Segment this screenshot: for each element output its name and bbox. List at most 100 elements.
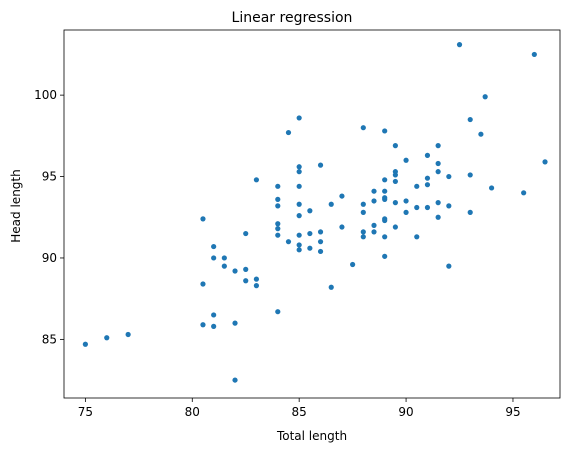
data-point (371, 229, 377, 235)
data-point (382, 217, 388, 224)
data-point (371, 198, 377, 204)
data-point (328, 284, 334, 290)
data-point (296, 213, 302, 219)
data-point (275, 221, 281, 227)
plot-area (63, 29, 561, 399)
data-point (307, 230, 313, 237)
data-point (424, 204, 431, 211)
x-tick-label: 80 (185, 405, 200, 419)
data-point (275, 232, 281, 238)
data-point (382, 177, 388, 183)
data-point (275, 183, 281, 189)
data-point (339, 224, 345, 230)
data-point (360, 125, 366, 131)
data-point (414, 183, 420, 189)
data-point (360, 209, 366, 215)
data-point (296, 183, 302, 189)
data-point (542, 159, 548, 165)
data-point (307, 208, 313, 214)
data-point (371, 188, 377, 194)
data-point (435, 214, 441, 220)
data-point (392, 172, 398, 178)
data-point (296, 232, 302, 238)
data-point (382, 253, 388, 259)
x-tick-label: 85 (292, 405, 307, 419)
data-point (521, 190, 527, 196)
data-point (200, 322, 206, 328)
data-point (371, 222, 377, 228)
data-point (339, 193, 345, 199)
data-point (467, 116, 473, 123)
data-point (435, 160, 441, 167)
chart-title: Linear regression (232, 10, 353, 26)
y-tick-label: 95 (42, 170, 57, 184)
data-point (211, 243, 217, 250)
x-tick-label: 95 (505, 405, 520, 419)
data-point (488, 185, 495, 191)
data-point (360, 234, 366, 240)
data-point (382, 188, 388, 194)
data-point (307, 245, 313, 251)
data-point (275, 196, 281, 202)
data-point (296, 247, 302, 253)
data-point (350, 261, 356, 268)
data-point (296, 164, 302, 170)
data-point (467, 172, 473, 178)
data-point (317, 162, 324, 168)
data-point (253, 276, 260, 282)
data-point (414, 234, 420, 240)
data-point (104, 335, 110, 341)
data-point (296, 242, 302, 248)
data-point (317, 239, 324, 245)
data-point (232, 377, 238, 383)
data-point (275, 203, 281, 209)
data-point (414, 204, 420, 211)
data-point (403, 209, 409, 215)
data-point (424, 152, 431, 158)
data-point (253, 177, 260, 183)
data-point (125, 331, 131, 338)
data-point (296, 169, 302, 175)
data-point (200, 281, 206, 287)
data-point (275, 309, 281, 315)
data-point (382, 128, 388, 134)
data-point (253, 283, 260, 289)
data-point (382, 196, 388, 202)
data-point (392, 200, 398, 206)
data-point (392, 224, 398, 230)
plot-frame (63, 29, 561, 399)
data-point (482, 94, 488, 100)
data-point (328, 201, 334, 207)
data-point (456, 42, 463, 48)
y-axis-ticks: 85 90 95 100 (34, 88, 64, 346)
data-point (446, 203, 452, 209)
x-tick-label: 75 (78, 405, 93, 419)
y-axis-label: Head length (9, 169, 23, 242)
data-point (403, 157, 409, 163)
data-point (392, 143, 398, 149)
data-point (317, 229, 324, 235)
data-point (211, 255, 217, 261)
data-point (446, 173, 452, 180)
x-tick-label: 90 (398, 405, 413, 419)
data-point (435, 200, 441, 206)
x-axis-label: Total length (276, 429, 347, 443)
data-point (435, 169, 441, 175)
data-point (285, 129, 292, 136)
data-point (243, 266, 249, 272)
data-point (360, 229, 366, 235)
data-point (211, 312, 217, 318)
data-point (424, 175, 431, 181)
x-axis-ticks: 75 80 85 90 95 (78, 398, 521, 419)
data-point (296, 115, 302, 121)
data-point (403, 198, 409, 204)
data-point (275, 226, 281, 232)
data-point (467, 209, 473, 215)
data-point (200, 216, 206, 222)
data-point (424, 182, 431, 188)
data-point (82, 341, 88, 347)
data-point (285, 239, 292, 245)
y-tick-label: 85 (42, 332, 57, 346)
data-point (243, 230, 249, 237)
data-point (435, 143, 441, 149)
